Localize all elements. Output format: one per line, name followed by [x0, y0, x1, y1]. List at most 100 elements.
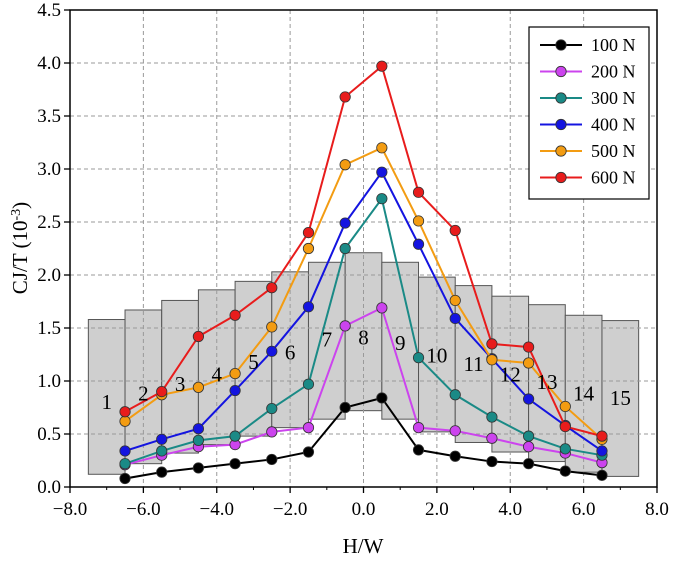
series-line [124, 170, 603, 452]
legend-marker [555, 92, 567, 104]
data-point [376, 142, 388, 154]
series-line [124, 196, 603, 465]
x-tick-label: −8.0 [53, 499, 87, 520]
data-point [156, 433, 168, 445]
legend-label: 200 N [591, 62, 636, 82]
data-point [376, 302, 388, 314]
data-point [192, 330, 205, 343]
data-point [266, 321, 278, 333]
series-layer [119, 60, 608, 485]
region-bar [161, 299, 199, 454]
region-label: 14 [573, 382, 595, 406]
data-point [559, 400, 571, 413]
data-point [339, 242, 351, 255]
legend-marker [555, 65, 567, 78]
data-point [266, 402, 278, 415]
legend-label: 500 N [591, 141, 636, 161]
data-point [266, 345, 278, 357]
data-point [522, 441, 535, 453]
data-point [522, 341, 535, 353]
data-point [266, 426, 278, 438]
x-tick-label: 0.0 [352, 499, 376, 520]
data-point [376, 392, 388, 404]
data-point [486, 338, 498, 350]
y-tick-label: 3.5 [37, 106, 61, 127]
region-bar [528, 304, 566, 463]
y-tick-label: 4.5 [37, 0, 61, 21]
data-point [229, 430, 241, 442]
x-tick-label: 2.0 [425, 499, 449, 520]
legend-marker [555, 39, 567, 51]
data-point [486, 411, 498, 423]
data-point [302, 422, 315, 434]
data-point [119, 445, 131, 457]
data-point [156, 385, 168, 398]
data-point [376, 193, 388, 205]
y-tick-label: 1.0 [37, 371, 61, 392]
data-point [119, 415, 131, 427]
legend-marker [555, 118, 567, 131]
region-bar [87, 319, 126, 475]
data-point [412, 352, 425, 364]
legend: 100 N 200 N 300 N 400 N 500 N 600 N [528, 26, 650, 200]
region-label: 13 [536, 370, 557, 394]
data-point [449, 224, 461, 237]
data-point [339, 401, 351, 414]
region-bar [601, 320, 640, 477]
x-tick-label: 6.0 [572, 499, 596, 520]
data-point [229, 367, 241, 380]
data-point [449, 450, 461, 462]
ticks-layer: −8.0 −6.0 −4.0 −2.0 0.0 2.0 4.0 6.0 8.0 0.0 0.5 1.0… [37, 0, 669, 520]
data-point [522, 458, 535, 470]
data-point [412, 444, 425, 456]
data-point [229, 309, 241, 321]
data-point [119, 472, 131, 485]
region-label: 10 [426, 344, 447, 368]
data-point [339, 217, 351, 229]
data-point [522, 430, 535, 442]
data-point [339, 320, 351, 332]
y-axis-title-exponent: -3 [9, 209, 24, 221]
data-point [302, 242, 315, 255]
data-point [449, 425, 461, 437]
data-point [596, 469, 608, 481]
data-point [229, 458, 241, 470]
data-point [559, 465, 571, 477]
region-label: 1 [101, 390, 112, 414]
x-tick-label: −6.0 [126, 499, 160, 520]
legend-label: 300 N [591, 88, 636, 108]
data-point [192, 462, 205, 474]
data-point [559, 443, 571, 455]
region-bar [381, 261, 420, 420]
data-point [302, 446, 315, 458]
y-tick-label: 2.0 [37, 265, 61, 286]
legend-marker [555, 171, 567, 184]
data-point [449, 312, 461, 325]
data-point [412, 422, 425, 434]
region-label: 15 [610, 386, 631, 410]
legend-box [528, 26, 650, 200]
y-tick-label: 1.5 [37, 318, 61, 339]
data-point [596, 430, 608, 442]
data-point [412, 215, 425, 227]
series-line [124, 306, 603, 466]
data-point [449, 294, 461, 307]
data-point [522, 393, 535, 405]
x-tick-label: 4.0 [498, 499, 522, 520]
y-tick-label: 0.5 [37, 424, 61, 445]
region-label: 3 [175, 372, 186, 396]
data-point [486, 432, 498, 444]
region-label: 9 [395, 331, 406, 355]
y-axis-title-main: CJ/T (10 [8, 220, 32, 294]
series-line [124, 146, 603, 441]
data-point [119, 406, 131, 418]
x-tick-label: 8.0 [645, 499, 669, 520]
data-point [302, 378, 315, 390]
x-axis-title: H/W [343, 534, 384, 558]
data-point [412, 186, 425, 198]
y-tick-label: 3.0 [37, 159, 61, 180]
data-point [449, 389, 461, 401]
data-point [522, 357, 535, 369]
